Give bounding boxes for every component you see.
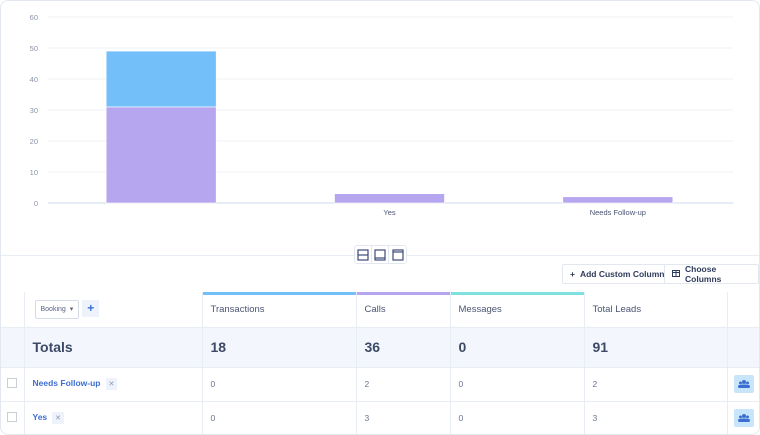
caret-down-icon: ▾ bbox=[69, 306, 74, 314]
row-name-link[interactable]: Needs Follow-up bbox=[32, 378, 101, 388]
bar-segment bbox=[334, 193, 445, 204]
remove-icon[interactable]: ✕ bbox=[105, 378, 118, 390]
table-row: Yes ✕ 0 3 0 3 bbox=[1, 401, 759, 434]
y-tick-label: 40 bbox=[30, 75, 38, 84]
table-only-icon[interactable] bbox=[372, 246, 389, 263]
chart-only-icon[interactable] bbox=[389, 246, 406, 263]
column-header-messages[interactable]: Messages bbox=[450, 292, 585, 328]
row-checkbox[interactable] bbox=[7, 378, 17, 388]
plus-icon: + bbox=[570, 269, 575, 279]
bar-segment bbox=[105, 50, 217, 108]
add-custom-column-button[interactable]: + Add Custom Column bbox=[562, 264, 673, 284]
y-tick-label: 20 bbox=[30, 137, 38, 146]
y-tick-label: 60 bbox=[30, 13, 38, 22]
x-tick-label: Yes bbox=[383, 208, 395, 217]
columns-icon bbox=[672, 269, 680, 279]
x-tick-label: Needs Follow-up bbox=[590, 208, 646, 217]
bar-segment bbox=[105, 106, 217, 204]
bar-segment bbox=[562, 196, 674, 204]
row-name-link[interactable]: Yes bbox=[32, 412, 48, 422]
chart-layout-toggles bbox=[354, 245, 407, 264]
remove-icon[interactable]: ✕ bbox=[52, 412, 65, 424]
y-tick-label: 0 bbox=[34, 199, 38, 208]
totals-row: Totals 18 36 0 91 bbox=[1, 327, 759, 368]
y-tick-label: 50 bbox=[30, 44, 38, 53]
group-by-select[interactable]: Booking ▾ bbox=[34, 299, 80, 319]
add-group-button[interactable]: + bbox=[82, 299, 100, 317]
header-row: Booking ▾ + Transactions Calls Messages To… bbox=[1, 292, 759, 328]
stacked-bar-chart: 0 10 20 30 40 50 60 Yes Needs Follow-up bbox=[30, 13, 733, 217]
column-header-calls[interactable]: Calls bbox=[356, 292, 451, 328]
users-icon[interactable] bbox=[733, 375, 754, 393]
users-icon[interactable] bbox=[733, 409, 754, 427]
split-view-icon[interactable] bbox=[355, 246, 372, 263]
report-table: Booking ▾ + Transactions Calls Messages To… bbox=[1, 292, 759, 434]
column-header-transactions[interactable]: Transactions bbox=[202, 292, 357, 328]
column-header-total-leads[interactable]: Total Leads bbox=[584, 292, 728, 328]
y-tick-label: 30 bbox=[30, 106, 38, 115]
y-tick-label: 10 bbox=[30, 168, 38, 177]
row-checkbox[interactable] bbox=[7, 412, 17, 422]
choose-columns-button[interactable]: Choose Columns bbox=[664, 264, 759, 284]
table-row: Needs Follow-up ✕ 0 2 0 2 bbox=[1, 367, 759, 402]
